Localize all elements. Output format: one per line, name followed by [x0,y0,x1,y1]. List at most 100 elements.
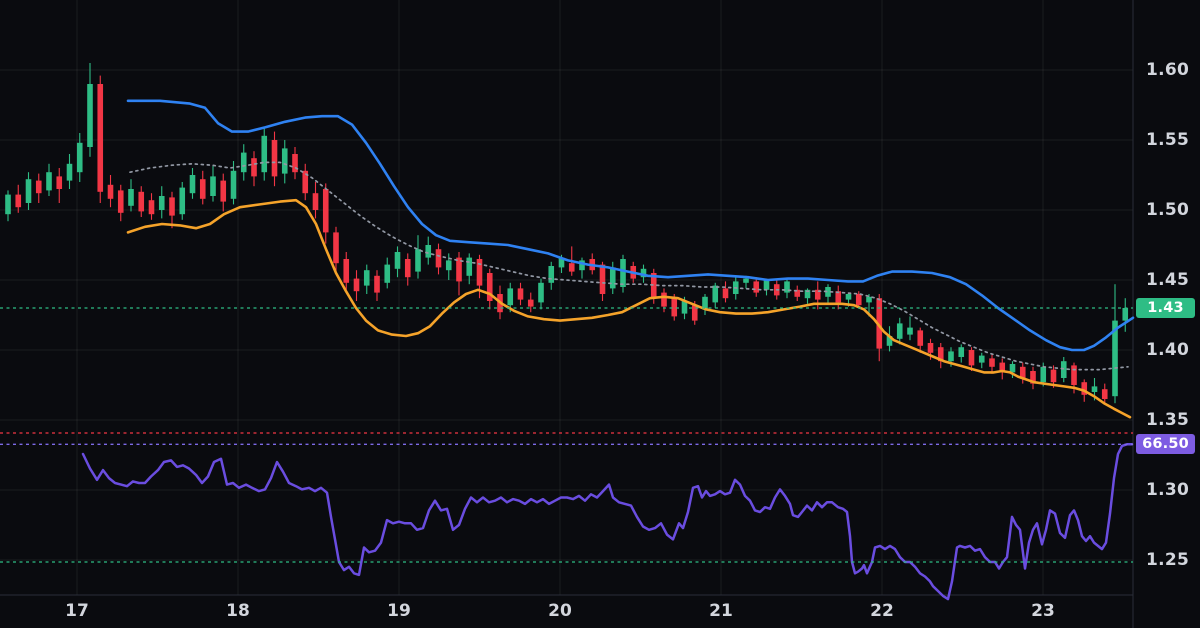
overlay-basis-dotted [129,161,1129,371]
price-axis-label: 1.40 [1146,340,1190,360]
candle-down [1081,382,1088,395]
rsi-value-badge: 66.50 [1136,434,1195,455]
candle-up [425,245,432,258]
candle-up [548,266,555,283]
candle-down [1071,365,1077,385]
price-axis-label: 1.45 [1146,270,1190,290]
candle-up [507,288,514,306]
candle-up [445,260,452,271]
last-price-badge: 1.43 [1136,298,1195,318]
candle-down [814,289,821,300]
candle-up [712,285,719,303]
candle-down [333,232,339,264]
candle-down [322,189,329,233]
candle-up [978,355,985,363]
candle-up [230,170,237,199]
price-axis-label: 1.25 [1146,550,1190,570]
candle-up [702,296,708,310]
candle-down [138,191,145,212]
candle-down [353,278,360,292]
candle-up [466,257,473,276]
candle-up [620,259,626,287]
candle-down [876,298,883,349]
candle-up [189,175,196,194]
candle-down [271,140,278,177]
candle-up [281,148,288,174]
candle-down [56,176,63,189]
candle-down [855,294,862,306]
candle-down [794,289,801,297]
candle-up [784,281,790,293]
candle-down [476,259,483,286]
candle-up [845,294,852,300]
candle-up [866,296,872,303]
candle-down [15,194,22,208]
rsi-line [81,443,1134,601]
candle-up [558,257,565,268]
candle-down [989,358,995,367]
candle-down [312,193,319,210]
candle-up [538,282,544,303]
candle-up [394,252,401,269]
candle-up [384,264,391,283]
candle-up [609,267,616,289]
candle-up [25,179,32,203]
candles-layer [5,63,1129,405]
time-axis-label: 17 [65,601,89,621]
candle-down [835,291,842,303]
candle-down [568,263,575,272]
candle-down [456,257,462,282]
candle-up [743,278,749,283]
candle-up [128,189,134,206]
candle-up [681,301,688,314]
candle-up [179,187,186,215]
candle-down [650,273,657,299]
candle-up [948,351,954,362]
candle-down [107,184,114,199]
candle-up [1112,320,1118,397]
candle-up [886,336,893,346]
candle-down [917,330,924,346]
candle-down [169,197,175,216]
candle-up [896,323,903,339]
candle-up [1091,386,1098,392]
price-axis-label: 1.55 [1146,130,1190,150]
candle-up [261,135,268,173]
price-axis-label: 1.35 [1146,410,1190,430]
candle-down [251,158,257,177]
candle-down [517,288,524,300]
candle-up [1040,366,1047,383]
candle-down [486,273,493,301]
candle-up [5,194,11,215]
candle-up [76,142,83,173]
candle-up [66,163,73,181]
candle-down [435,249,442,268]
candle-down [35,180,42,194]
candle-down [999,362,1006,373]
candle-down [302,170,309,194]
time-axis-label: 19 [387,601,411,621]
overlay-band-upper [126,99,1135,352]
candle-down [292,154,298,173]
candle-down [691,305,698,321]
time-axis-label: 21 [709,601,733,621]
candle-down [927,343,934,353]
candle-up [825,287,831,297]
candle-up [640,268,647,278]
candle-up [1060,361,1067,378]
candle-up [958,347,965,357]
candle-down [199,179,206,199]
candle-down [937,347,944,362]
candle-up [363,270,370,286]
overlay-band-lower [126,198,1132,419]
time-axis-label: 20 [548,601,572,621]
candle-up [1122,308,1129,321]
candle-up [46,172,52,191]
candle-down [661,292,667,307]
candle-up [804,289,811,299]
candle-up [158,196,165,210]
candle-up [87,84,93,147]
candle-down [1019,366,1026,378]
candle-down [753,281,760,293]
